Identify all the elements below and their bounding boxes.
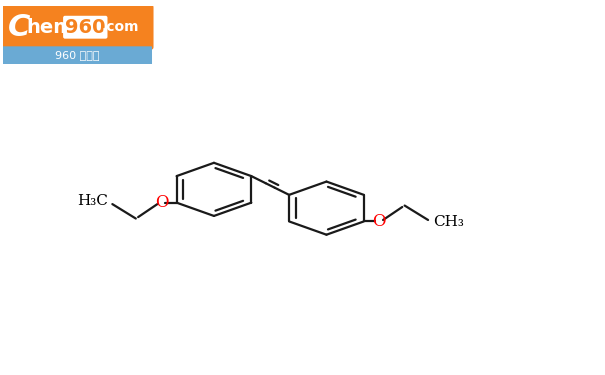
- Text: .com: .com: [102, 20, 140, 34]
- Text: C: C: [7, 13, 30, 42]
- Text: O: O: [372, 213, 385, 230]
- Text: 960 化工网: 960 化工网: [55, 50, 99, 60]
- Text: CH₃: CH₃: [433, 215, 463, 229]
- Text: 960: 960: [65, 18, 105, 37]
- Text: H₃C: H₃C: [77, 194, 108, 208]
- Text: O: O: [155, 194, 168, 211]
- FancyBboxPatch shape: [1, 5, 154, 50]
- FancyBboxPatch shape: [2, 46, 152, 64]
- Text: hem: hem: [27, 18, 74, 37]
